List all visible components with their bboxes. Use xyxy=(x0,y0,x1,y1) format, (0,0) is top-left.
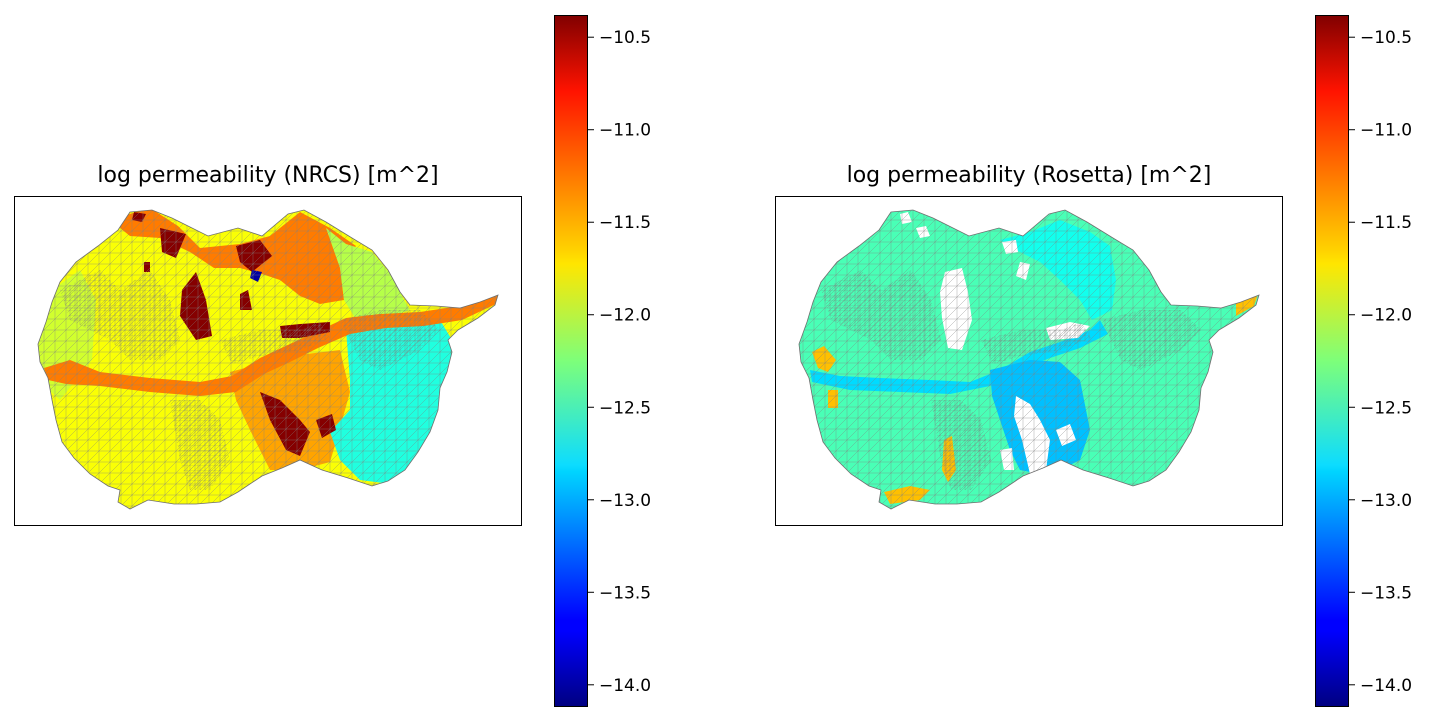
nrcs-colorbar-frame xyxy=(554,15,588,707)
rosetta-colorbar-frame xyxy=(1315,15,1349,707)
rosetta-colorbar-tick-label: −13.5 xyxy=(1360,583,1412,603)
nrcs-colorbar-gradient xyxy=(554,15,588,707)
rosetta-colorbar-tick-label: −12.5 xyxy=(1360,398,1412,418)
nrcs-mesh-lines xyxy=(38,210,498,509)
rosetta-colorbar-tick-label: −11.0 xyxy=(1360,121,1412,141)
rosetta-axes-frame xyxy=(775,196,1283,526)
nrcs-colorbar-tick-label: −13.0 xyxy=(599,491,651,511)
nrcs-colorbar-tick-label: −10.5 xyxy=(599,28,651,48)
rosetta-colorbar-ticks: −10.5 −11.0 −11.5 −12.0 −12.5 −13.0 −13.5 −14.0 xyxy=(1349,28,1412,696)
rosetta-colorbar-tick-label: −13.0 xyxy=(1360,491,1412,511)
nrcs-panel: log permeability (NRCS) [m^2] −10.5 −11.0… xyxy=(14,15,651,707)
rosetta-colorbar-tick-label: −10.5 xyxy=(1360,28,1412,48)
nrcs-colorbar-tick-label: −12.5 xyxy=(599,398,651,418)
nrcs-mesh-map xyxy=(38,210,498,509)
rosetta-colorbar-gradient xyxy=(1315,15,1349,707)
rosetta-colorbar-tick-label: −12.0 xyxy=(1360,306,1412,326)
rosetta-colorbar-tick-label: −11.5 xyxy=(1360,213,1412,233)
nrcs-colorbar-tick-label: −14.0 xyxy=(599,676,651,696)
rosetta-mesh-map xyxy=(799,210,1259,509)
nrcs-colorbar-tick-label: −11.0 xyxy=(599,121,651,141)
nrcs-colorbar-ticks: −10.5 −11.0 −11.5 −12.0 −12.5 −13.0 −13.5 −14.0 xyxy=(588,28,651,696)
rosetta-panel: log permeability (Rosetta) [m^2] −10.5−1… xyxy=(775,15,1412,707)
rosetta-colorbar-tick-label: −14.0 xyxy=(1360,676,1412,696)
rosetta-title: log permeability (Rosetta) [m^2] xyxy=(847,163,1212,188)
rosetta-mesh-lines xyxy=(799,210,1259,509)
nrcs-mesh-fine xyxy=(60,270,440,490)
rosetta-mesh-fine xyxy=(821,270,1201,490)
nrcs-title: log permeability (NRCS) [m^2] xyxy=(97,163,438,188)
nrcs-axes-frame xyxy=(14,196,522,526)
nrcs-colorbar: −10.5 −11.0 −11.5 −12.0 −12.5 −13.0 −13.5 −14.0 xyxy=(554,15,651,707)
nrcs-colorbar-tick-label: −13.5 xyxy=(599,583,651,603)
nrcs-colorbar-tick-label: −11.5 xyxy=(599,213,651,233)
rosetta-colorbar: −10.5 −11.0 −11.5 −12.0 −12.5 −13.0 −13.5 −14.0 xyxy=(1315,15,1412,707)
nrcs-colorbar-tick-label: −12.0 xyxy=(599,306,651,326)
